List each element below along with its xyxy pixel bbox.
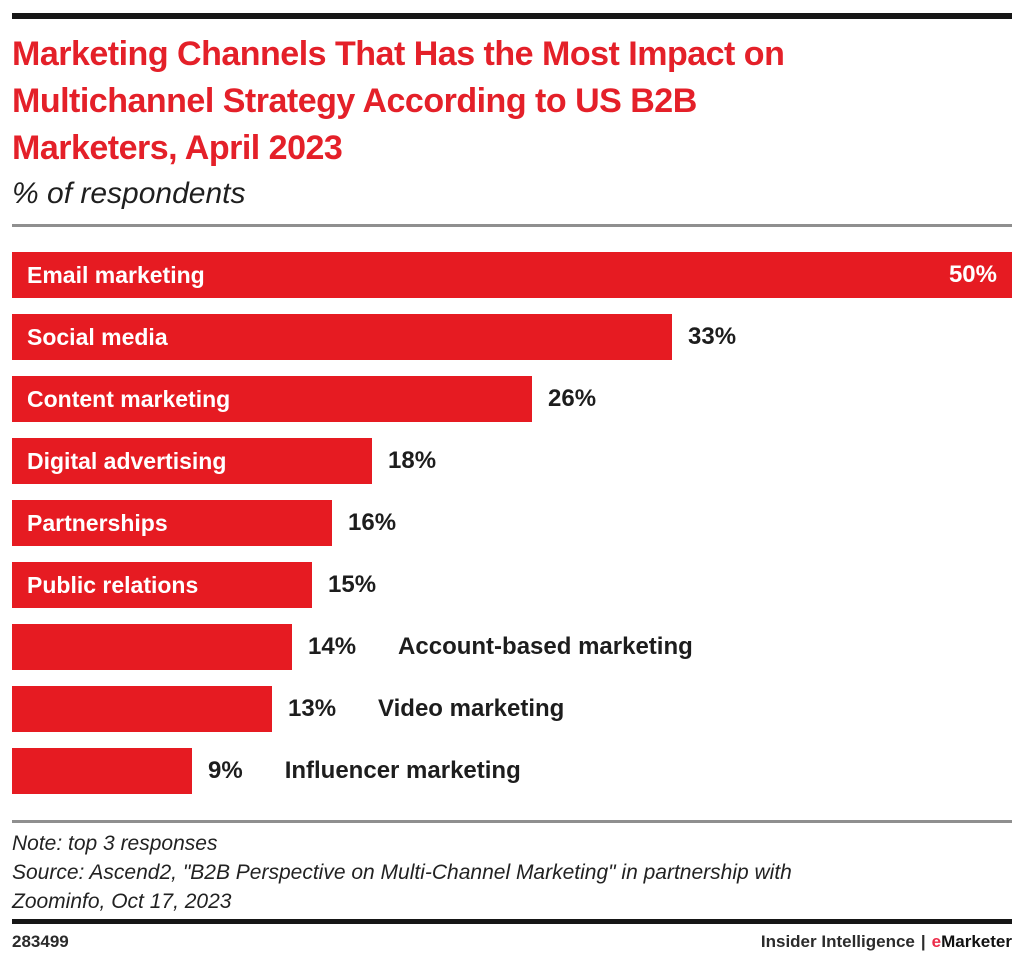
chart-title-line-1: Marketing Channels That Has the Most Imp… (12, 35, 785, 73)
footnotes: Note: top 3 responses Source: Ascend2, "… (12, 829, 1012, 916)
bar-digital-advertising: Digital advertising (12, 438, 372, 484)
bar-row-digital-advertising: Digital advertising 18% (12, 438, 1012, 484)
top-rule (12, 13, 1012, 19)
bar-public-relations: Public relations (12, 562, 312, 608)
bar-partnerships: Partnerships (12, 500, 332, 546)
brand-separator: | (920, 932, 926, 951)
bar-row-social-media: Social media 33% (12, 314, 1012, 360)
brand-emarketer-rest: Marketer (941, 932, 1012, 951)
bar-influencer-marketing (12, 748, 192, 794)
bar-value: 18% (388, 447, 437, 474)
bar-label: Social media (27, 323, 168, 350)
bar-row-content-marketing: Content marketing 26% (12, 376, 1012, 422)
brand-emarketer-e: e (931, 932, 942, 951)
bar-row-account-based-marketing: 14% Account-based marketing (12, 624, 1012, 670)
chart-title-line-2: Multichannel Strategy According to US B2… (12, 82, 697, 120)
bar-email-marketing: Email marketing 50% (12, 252, 1012, 298)
bar-label: Video marketing (378, 695, 565, 722)
bar-label: Email marketing (27, 261, 205, 288)
bar-value: 15% (328, 571, 377, 598)
bar-label: Content marketing (27, 385, 231, 412)
chart-title: Marketing Channels That Has the Most Imp… (12, 31, 1012, 172)
chart-title-line-3: Marketers, April 2023 (12, 129, 343, 167)
bar-value: 33% (688, 323, 737, 350)
bar-label: Partnerships (27, 509, 168, 536)
brand-logo: Insider Intelligence | eMarketer (761, 932, 1012, 952)
bar-label: Public relations (27, 571, 199, 598)
bar-video-marketing (12, 686, 272, 732)
bar-label: Influencer marketing (284, 757, 521, 784)
footer-bar: 283499 Insider Intelligence | eMarketer (12, 932, 1012, 952)
chart-id: 283499 (12, 932, 69, 951)
bar-label: Digital advertising (27, 447, 227, 474)
bar-chart: Email marketing 50% Social media 33% Content… (12, 252, 1012, 794)
bar-value: 9% (208, 757, 243, 784)
notes-divider (12, 820, 1012, 823)
bar-row-partnerships: Partnerships 16% (12, 500, 1012, 546)
bar-content-marketing: Content marketing (12, 376, 532, 422)
bar-value: 26% (548, 385, 597, 412)
source-text-line-2: Zoominfo, Oct 17, 2023 (12, 890, 232, 913)
bar-row-email-marketing: Email marketing 50% (12, 252, 1012, 298)
bar-value: 50% (948, 261, 997, 288)
bar-row-video-marketing: 13% Video marketing (12, 686, 1012, 732)
bar-label: Account-based marketing (398, 633, 693, 660)
bar-value: 14% (308, 633, 357, 660)
bar-row-influencer-marketing: 9% Influencer marketing (12, 748, 1012, 794)
brand-insider-intelligence: Insider Intelligence (760, 932, 915, 951)
bar-row-public-relations: Public relations 15% (12, 562, 1012, 608)
bar-account-based-marketing (12, 624, 292, 670)
footer-rule (12, 919, 1012, 924)
note-text: Note: top 3 responses (12, 832, 218, 855)
bar-value: 16% (348, 509, 397, 536)
source-text-line-1: Source: Ascend2, "B2B Perspective on Mul… (12, 861, 792, 884)
bar-social-media: Social media (12, 314, 672, 360)
chart-subtitle: % of respondents (12, 177, 246, 210)
header-divider (12, 224, 1012, 227)
bar-value: 13% (288, 695, 337, 722)
